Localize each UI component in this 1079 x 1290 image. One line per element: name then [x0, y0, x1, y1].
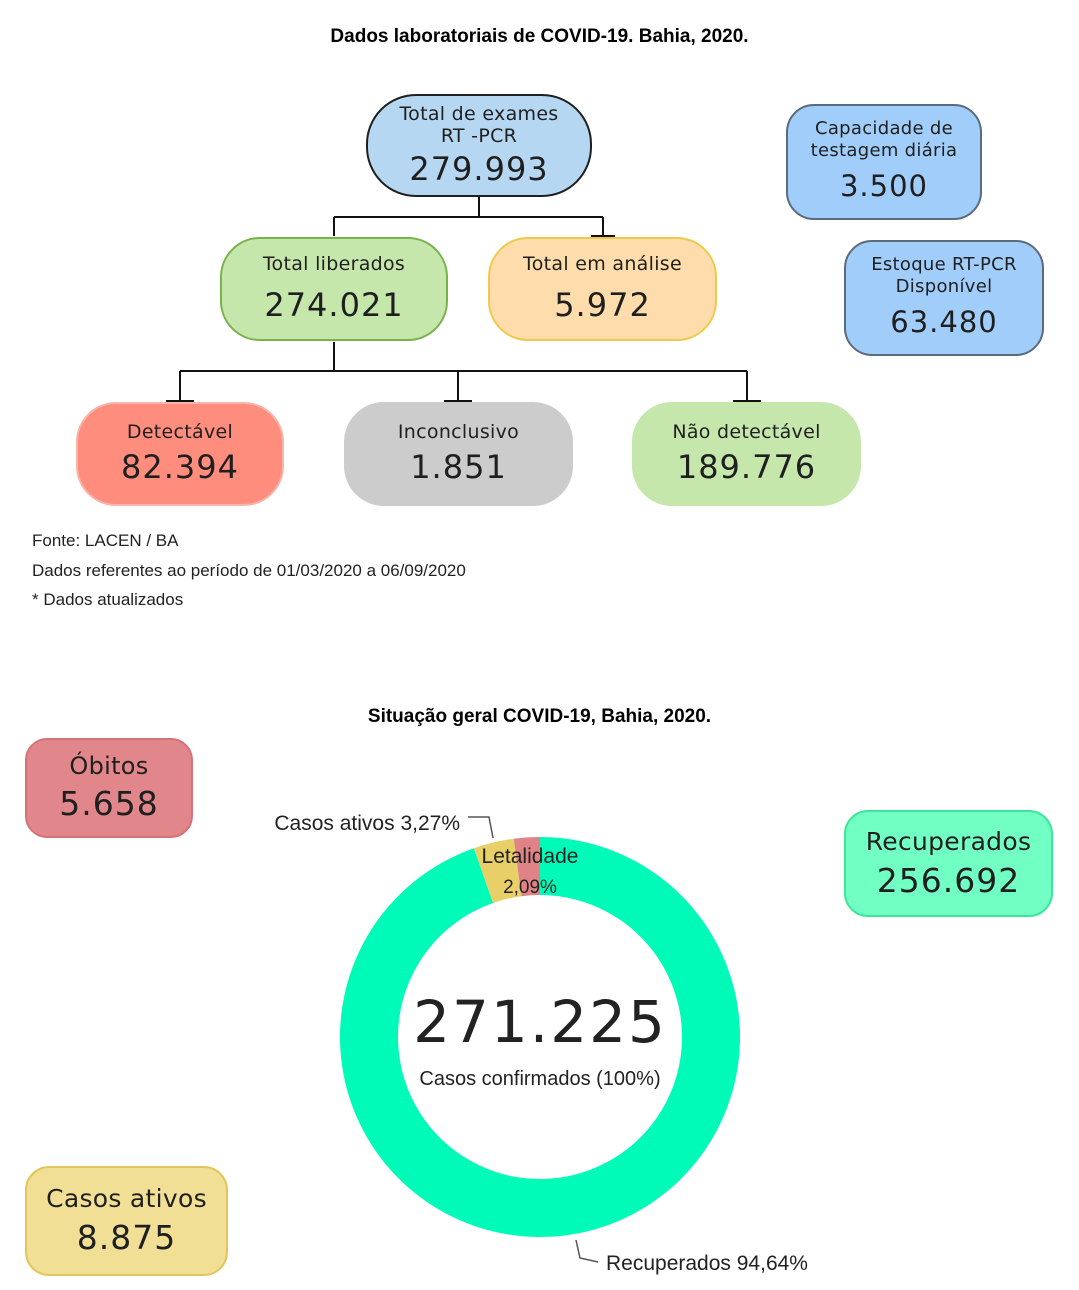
nao-detectavel-label: Não detectável: [672, 421, 821, 443]
label-recuperados: Recuperados 94,64%: [606, 1252, 808, 1275]
total-exames-label-1: Total de exames: [399, 102, 559, 125]
center-value: 271.225: [413, 988, 667, 1056]
obitos-box: Óbitos 5.658: [25, 738, 193, 838]
inconclusivo-label: Inconclusivo: [397, 421, 520, 443]
nao-detectavel-value: 189.776: [676, 448, 817, 486]
center-label: Casos confirmados (100%): [419, 1068, 660, 1090]
label-letalidade-1: Letalidade: [482, 845, 579, 868]
slice-casos-ativos: [473, 838, 522, 903]
inconclusivo-value: 1.851: [410, 448, 507, 486]
casos-ativos-box: Casos ativos 8.875: [25, 1166, 228, 1276]
total-liberados-value: 274.021: [264, 286, 404, 324]
lab-title: Dados laboratoriais de COVID-19. Bahia, …: [330, 26, 749, 47]
detectavel-label: Detectável: [126, 421, 234, 443]
note-fonte: Fonte: LACEN / BA: [32, 531, 179, 550]
casos-ativos-label: Casos ativos: [46, 1184, 207, 1213]
total-liberados-label: Total liberados: [262, 253, 406, 275]
nao-detectavel-box: Não detectável 189.776: [632, 402, 861, 506]
capacidade-box: Capacidade de testagem diária 3.500: [786, 104, 982, 220]
detectavel-value: 82.394: [121, 448, 239, 486]
capacidade-value: 3.500: [839, 169, 929, 203]
obitos-value: 5.658: [59, 784, 159, 823]
detectavel-box: Detectável 82.394: [76, 402, 284, 506]
leader-lines: [468, 816, 599, 1263]
total-exames-label-2: RT -PCR: [440, 124, 518, 147]
total-exames-box: Total de exames RT -PCR 279.993: [366, 94, 592, 197]
total-analise-value: 5.972: [554, 286, 651, 324]
capacidade-label-2: testagem diária: [810, 140, 958, 161]
label-letalidade-2: 2,09%: [503, 877, 557, 898]
obitos-label: Óbitos: [69, 752, 149, 780]
recuperados-value: 256.692: [876, 860, 1021, 900]
capacidade-label-1: Capacidade de: [814, 118, 954, 139]
total-liberados-box: Total liberados 274.021: [220, 237, 448, 341]
total-analise-label: Total em análise: [523, 253, 682, 275]
estoque-value: 63.480: [890, 305, 998, 339]
donut-chart: Casos ativos 3,27% Letalidade 2,09% Recu…: [274, 812, 808, 1275]
note-atualizados: * Dados atualizados: [32, 590, 184, 609]
total-analise-box: Total em análise 5.972: [488, 237, 717, 341]
inconclusivo-box: Inconclusivo 1.851: [344, 402, 573, 506]
label-casos-ativos: Casos ativos 3,27%: [274, 812, 460, 835]
recuperados-label: Recuperados: [865, 826, 1032, 856]
note-periodo: Dados referentes ao período de 01/03/202…: [32, 561, 466, 580]
tree-connectors: [166, 197, 761, 402]
recuperados-box: Recuperados 256.692: [844, 810, 1053, 917]
estoque-box: Estoque RT-PCR Disponível 63.480: [844, 240, 1044, 356]
total-exames-value: 279.993: [409, 149, 549, 188]
estoque-label-2: Disponível: [895, 276, 993, 297]
estoque-label-1: Estoque RT-PCR: [871, 254, 1017, 275]
slice-letalidade: [513, 837, 540, 897]
geral-title: Situação geral COVID-19, Bahia, 2020.: [367, 706, 712, 727]
casos-ativos-value: 8.875: [76, 1218, 177, 1257]
